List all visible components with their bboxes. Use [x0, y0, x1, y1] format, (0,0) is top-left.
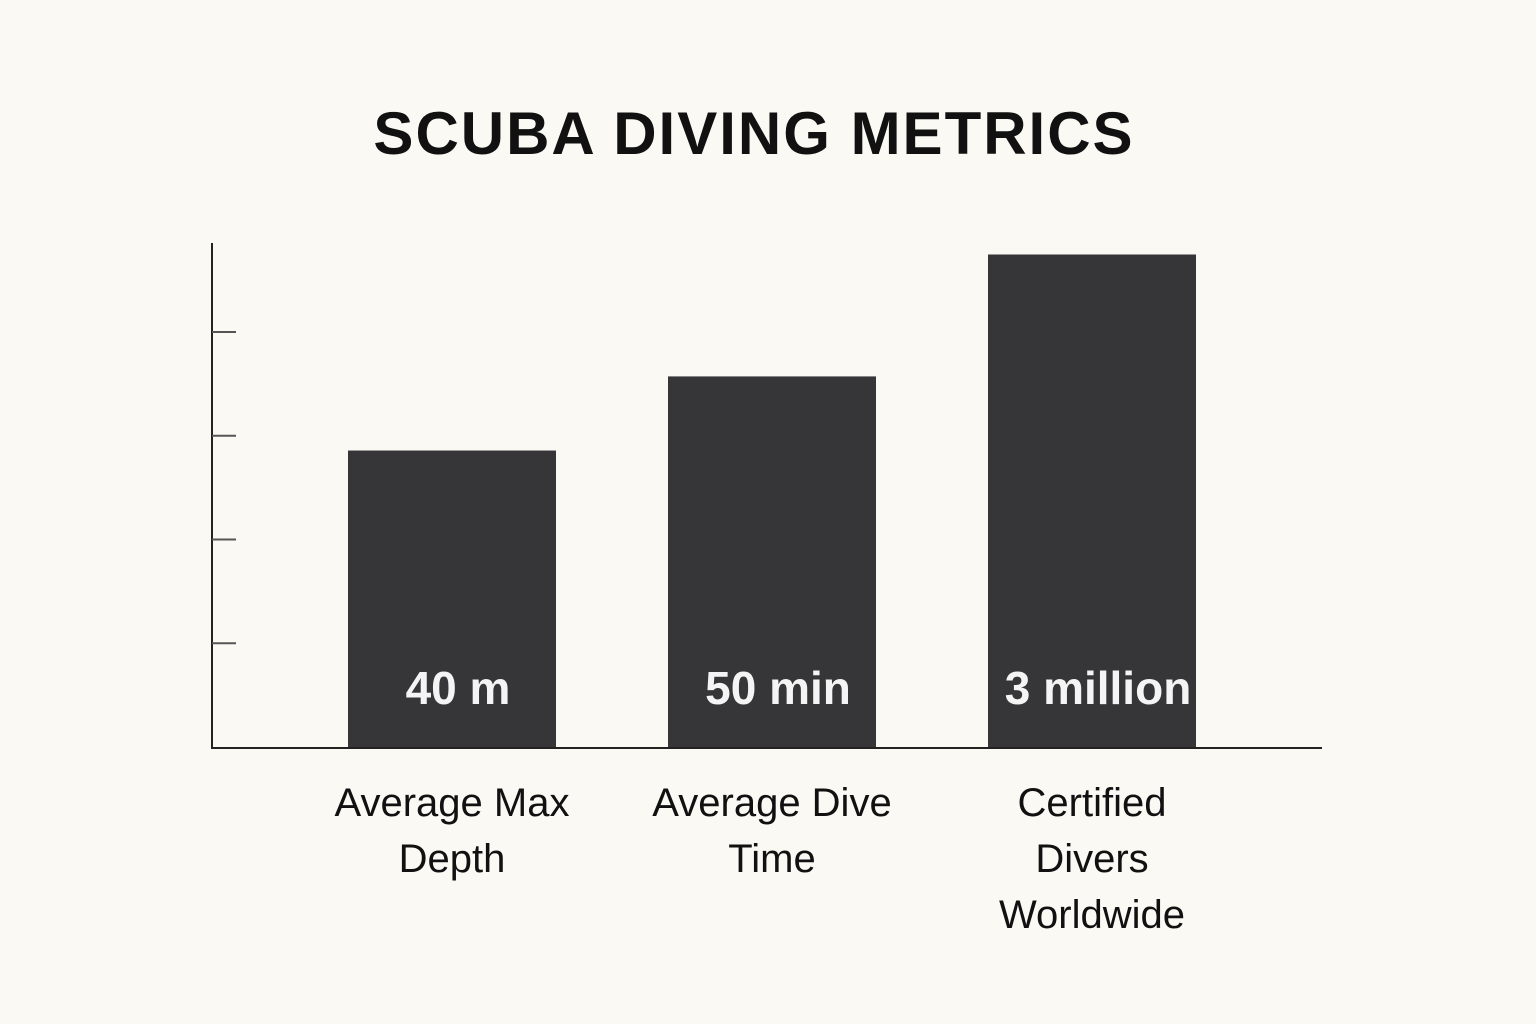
- value-label: 40 m: [406, 662, 511, 714]
- bar: [668, 376, 876, 747]
- value-label: 50 min: [705, 662, 851, 714]
- bar: [988, 254, 1196, 747]
- x-tick-label: Average Dive Time: [652, 781, 892, 881]
- x-tick-label: Average Max Depth: [334, 781, 570, 881]
- chart-title: SCUBA DIVING METRICS: [373, 100, 1134, 167]
- x-tick-label: Certified Divers Worldwide: [999, 781, 1185, 937]
- bar: [348, 450, 556, 747]
- value-label: 3 million: [1005, 662, 1192, 714]
